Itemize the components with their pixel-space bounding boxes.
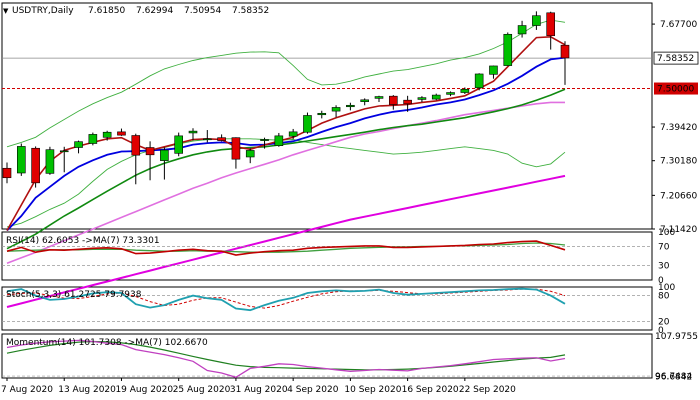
close-value: 7.58352 xyxy=(232,6,269,16)
candle xyxy=(374,96,384,99)
momentum-label: Momentum(14) 101.7308 ->MA(7) 102.6670 xyxy=(6,338,208,348)
candle xyxy=(560,44,570,59)
candle xyxy=(303,115,312,133)
ma-violet-line xyxy=(6,101,565,265)
candle xyxy=(203,138,212,141)
price-tick-label: 7.20660 xyxy=(660,191,697,201)
panel-frame-price xyxy=(1,2,653,230)
candle xyxy=(117,131,126,136)
panel-frame-stoch xyxy=(1,286,653,331)
candle xyxy=(217,137,226,141)
ma-green-line xyxy=(6,88,566,250)
candle xyxy=(360,99,369,102)
level-price-tag xyxy=(654,82,698,95)
candle xyxy=(503,33,513,66)
candle xyxy=(417,97,427,100)
price-tick-label: 7.30180 xyxy=(660,157,697,167)
candle xyxy=(317,112,327,116)
x-tick-label: 25 Aug 2020 xyxy=(173,385,231,395)
candle xyxy=(403,99,412,105)
candle xyxy=(389,95,398,105)
candle xyxy=(546,12,555,37)
candle xyxy=(260,139,269,141)
momentum-tick-label: 96.6842 xyxy=(655,372,692,382)
candle xyxy=(88,134,98,144)
price-tick-label: 7.11420 xyxy=(660,225,697,235)
x-tick-label: 13 Aug 2020 xyxy=(58,385,116,395)
high-value: 7.62994 xyxy=(136,6,173,16)
candle xyxy=(174,135,183,154)
candle xyxy=(517,25,527,35)
price-tick-label: 7.67700 xyxy=(660,20,697,30)
stoch-tick-label: 80 xyxy=(658,292,670,302)
candle xyxy=(59,150,69,153)
rsi-tick-label: 100 xyxy=(658,228,675,238)
momentum-ma-line xyxy=(6,340,566,371)
price-tick-label: 7.39420 xyxy=(660,123,697,133)
candle xyxy=(31,147,40,184)
candle xyxy=(431,94,441,100)
candle xyxy=(346,104,355,108)
candle xyxy=(331,107,341,112)
candle xyxy=(288,131,298,137)
candle xyxy=(160,149,169,161)
candle xyxy=(460,88,470,93)
x-tick-label: 16 Sep 2020 xyxy=(402,385,459,395)
x-tick-label: 31 Aug 2020 xyxy=(230,385,288,395)
x-tick-label: 22 Sep 2020 xyxy=(459,385,516,395)
momentum-tick-label: 107.9755 xyxy=(655,332,698,342)
rsi-line xyxy=(6,240,566,256)
price-tick-label: 7.50000 xyxy=(657,85,694,95)
stoch-tick-label: 0 xyxy=(658,326,664,336)
candle xyxy=(2,167,12,179)
candle xyxy=(446,92,455,95)
ma-magenta-line xyxy=(6,174,566,308)
price-tick-label: 7.58352 xyxy=(657,54,694,64)
candle xyxy=(489,65,498,75)
candle xyxy=(532,15,541,26)
open-value: 7.61850 xyxy=(88,6,125,16)
stoch-tick-label: 100 xyxy=(658,283,675,293)
candle xyxy=(74,141,83,148)
candle xyxy=(231,137,241,160)
candle xyxy=(45,149,55,174)
x-tick-label: 10 Sep 2020 xyxy=(344,385,401,395)
bollinger-upper-line xyxy=(6,19,566,148)
candle xyxy=(245,150,255,158)
candle xyxy=(188,130,198,134)
x-tick-label: 19 Aug 2020 xyxy=(115,385,173,395)
ema-blue-line xyxy=(6,56,566,232)
candle xyxy=(474,73,484,89)
candle xyxy=(145,147,155,156)
rsi-tick-label: 30 xyxy=(658,262,670,272)
stoch-label: Stoch(5,3,3) 61.2725 79.7938 xyxy=(6,290,142,300)
x-tick-label: 7 Aug 2020 xyxy=(1,385,53,395)
candle xyxy=(102,131,112,138)
stoch-tick-label: 20 xyxy=(658,317,670,327)
bollinger-lower-line xyxy=(6,138,566,228)
momentum-line xyxy=(6,339,566,379)
panel-frame-mom xyxy=(1,333,653,379)
candle xyxy=(17,146,26,174)
candle xyxy=(131,135,141,156)
symbol-dropdown-icon[interactable]: ▼ xyxy=(3,7,9,15)
candle xyxy=(274,135,284,146)
current-price-tag xyxy=(653,51,699,65)
panel-frame-rsi xyxy=(1,231,653,281)
rsi-tick-label: 0 xyxy=(658,276,664,286)
rsi-label: RSI(14) 62.6053 ->MA(7) 73.3301 xyxy=(6,236,160,246)
ema-red-line xyxy=(6,35,566,231)
rsi-tick-label: 70 xyxy=(658,242,670,252)
momentum-tick-label: 96.7484 xyxy=(655,372,692,382)
chart-title: USDTRY,Daily xyxy=(12,6,74,16)
x-tick-label: 4 Sep 2020 xyxy=(287,385,339,395)
stoch-k-line xyxy=(6,287,566,312)
low-value: 7.50954 xyxy=(184,6,221,16)
